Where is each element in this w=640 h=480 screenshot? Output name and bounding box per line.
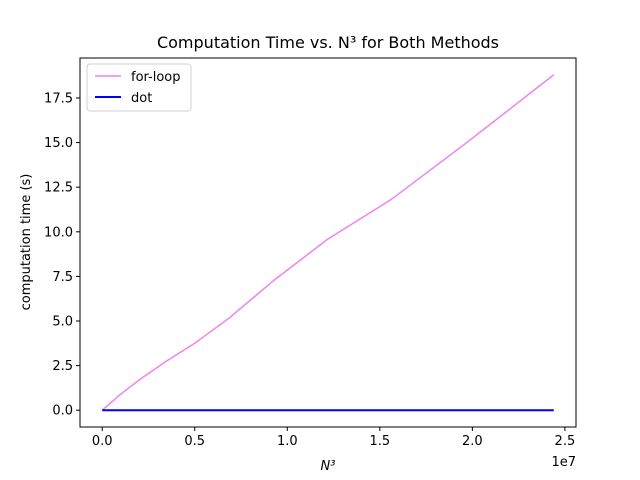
y-tick-label: 2.5 [52,359,73,374]
x-offset-label: 1e7 [551,455,576,470]
x-tick-label: 0.5 [184,434,205,449]
x-tick-label: 2.0 [462,434,483,449]
legend-label-for-loop: for-loop [131,70,181,85]
x-axis-label: N³ [321,459,336,474]
x-tick-label: 2.5 [555,434,576,449]
y-tick-label: 12.5 [44,181,73,196]
y-tick-label: 5.0 [52,315,73,330]
plot-frame [79,57,577,428]
y-tick-label: 7.5 [52,270,73,285]
plot-area [101,74,555,412]
legend-label-dot: dot [131,91,152,106]
x-tick-label: 0.0 [92,434,113,449]
y-axis-label: computation time (s) [19,174,34,311]
x-tick-label: 1.5 [369,434,390,449]
y-tick-label: 17.5 [44,91,73,106]
y-tick-label: 0.0 [52,404,73,419]
y-tick-label: 15.0 [44,136,73,151]
x-axis: 0.0 0.5 1.0 1.5 2.0 2.5 [92,427,575,449]
y-axis: 0.0 2.5 5.0 7.5 10.0 12.5 15.0 17.5 [44,91,80,419]
legend: for-loop dot [86,63,192,112]
x-tick-label: 1.0 [277,434,298,449]
chart-title: Computation Time vs. N³ for Both Methods [157,33,499,52]
y-tick-label: 10.0 [44,225,73,240]
series-line-for-loop [101,74,555,411]
